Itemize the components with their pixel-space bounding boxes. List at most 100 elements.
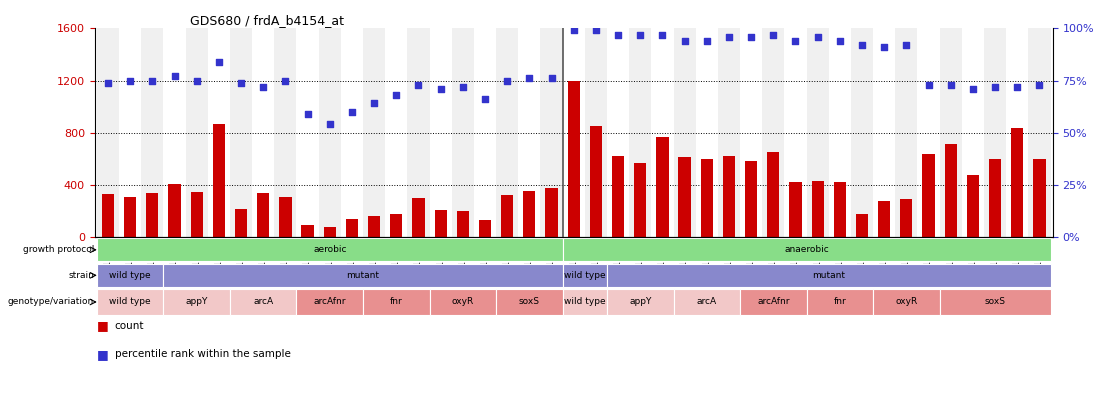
Point — [587, 27, 605, 34]
Bar — [563, 290, 607, 315]
Bar — [607, 290, 674, 315]
Bar — [324, 227, 335, 237]
Bar — [390, 214, 402, 237]
Bar — [213, 124, 225, 237]
Bar — [341, 28, 363, 237]
Bar — [235, 209, 247, 237]
Bar — [723, 156, 735, 237]
Bar — [989, 160, 1001, 237]
Bar — [678, 158, 691, 237]
Bar — [674, 290, 740, 315]
Text: fnr: fnr — [390, 298, 402, 307]
Bar — [190, 192, 203, 237]
Bar — [496, 28, 518, 237]
Bar — [740, 290, 807, 315]
Bar — [607, 28, 629, 237]
Point — [876, 44, 893, 50]
Point — [986, 83, 1004, 90]
Bar — [430, 290, 496, 315]
Point — [498, 77, 516, 84]
Bar — [518, 28, 540, 237]
Bar — [141, 28, 164, 237]
Bar — [701, 159, 713, 237]
Bar — [967, 175, 979, 237]
Point — [432, 85, 450, 92]
Bar — [430, 28, 452, 237]
Bar — [1028, 28, 1051, 237]
Bar — [479, 220, 491, 237]
Bar — [807, 290, 873, 315]
Bar — [501, 195, 514, 237]
Bar — [922, 153, 935, 237]
Point — [343, 109, 361, 115]
Point — [676, 38, 694, 44]
Point — [476, 96, 494, 102]
Point — [166, 73, 184, 80]
Point — [121, 77, 139, 84]
Bar — [146, 193, 158, 237]
Text: percentile rank within the sample: percentile rank within the sample — [115, 350, 291, 359]
Text: wild type: wild type — [109, 298, 152, 307]
Bar — [540, 28, 563, 237]
Text: arcA: arcA — [253, 298, 273, 307]
Bar — [296, 290, 363, 315]
Text: arcA: arcA — [696, 298, 716, 307]
Bar — [546, 188, 558, 237]
Text: GDS680 / frdA_b4154_at: GDS680 / frdA_b4154_at — [190, 14, 344, 27]
Point — [898, 42, 916, 48]
Point — [410, 81, 428, 88]
Text: ■: ■ — [97, 348, 109, 361]
Point — [809, 34, 827, 40]
Bar — [1006, 28, 1028, 237]
Text: wild type: wild type — [109, 271, 152, 280]
Point — [209, 58, 227, 65]
Bar — [345, 219, 358, 237]
Bar — [896, 28, 918, 237]
Bar — [252, 28, 274, 237]
Point — [276, 77, 294, 84]
Bar — [563, 264, 607, 287]
Bar — [768, 151, 780, 237]
Bar — [97, 290, 164, 315]
Bar — [164, 264, 563, 287]
Bar — [496, 290, 563, 315]
Bar — [856, 214, 868, 237]
Bar — [585, 28, 607, 237]
Point — [1030, 81, 1048, 88]
Bar — [851, 28, 873, 237]
Bar — [119, 28, 141, 237]
Point — [764, 31, 782, 38]
Bar — [1012, 128, 1024, 237]
Point — [543, 75, 560, 82]
Bar — [97, 238, 563, 261]
Text: anaerobic: anaerobic — [784, 245, 829, 254]
Point — [388, 92, 405, 98]
Bar — [296, 28, 319, 237]
Bar — [695, 28, 717, 237]
Bar — [101, 194, 114, 237]
Bar — [878, 201, 890, 237]
Bar — [274, 28, 296, 237]
Bar — [873, 290, 939, 315]
Bar — [97, 264, 164, 287]
Point — [654, 31, 672, 38]
Bar — [900, 198, 912, 237]
Text: wild type: wild type — [564, 271, 606, 280]
Text: soxS: soxS — [985, 298, 1006, 307]
Bar — [984, 28, 1006, 237]
Bar — [717, 28, 740, 237]
Bar — [363, 28, 385, 237]
Point — [720, 34, 737, 40]
Point — [188, 77, 206, 84]
Bar — [257, 193, 270, 237]
Bar — [208, 28, 229, 237]
Bar — [634, 163, 646, 237]
Bar — [168, 183, 180, 237]
Point — [742, 34, 760, 40]
Bar — [319, 28, 341, 237]
Point — [520, 75, 538, 82]
Text: wild type: wild type — [564, 298, 606, 307]
Bar — [807, 28, 829, 237]
Bar — [164, 290, 229, 315]
Bar — [939, 28, 961, 237]
